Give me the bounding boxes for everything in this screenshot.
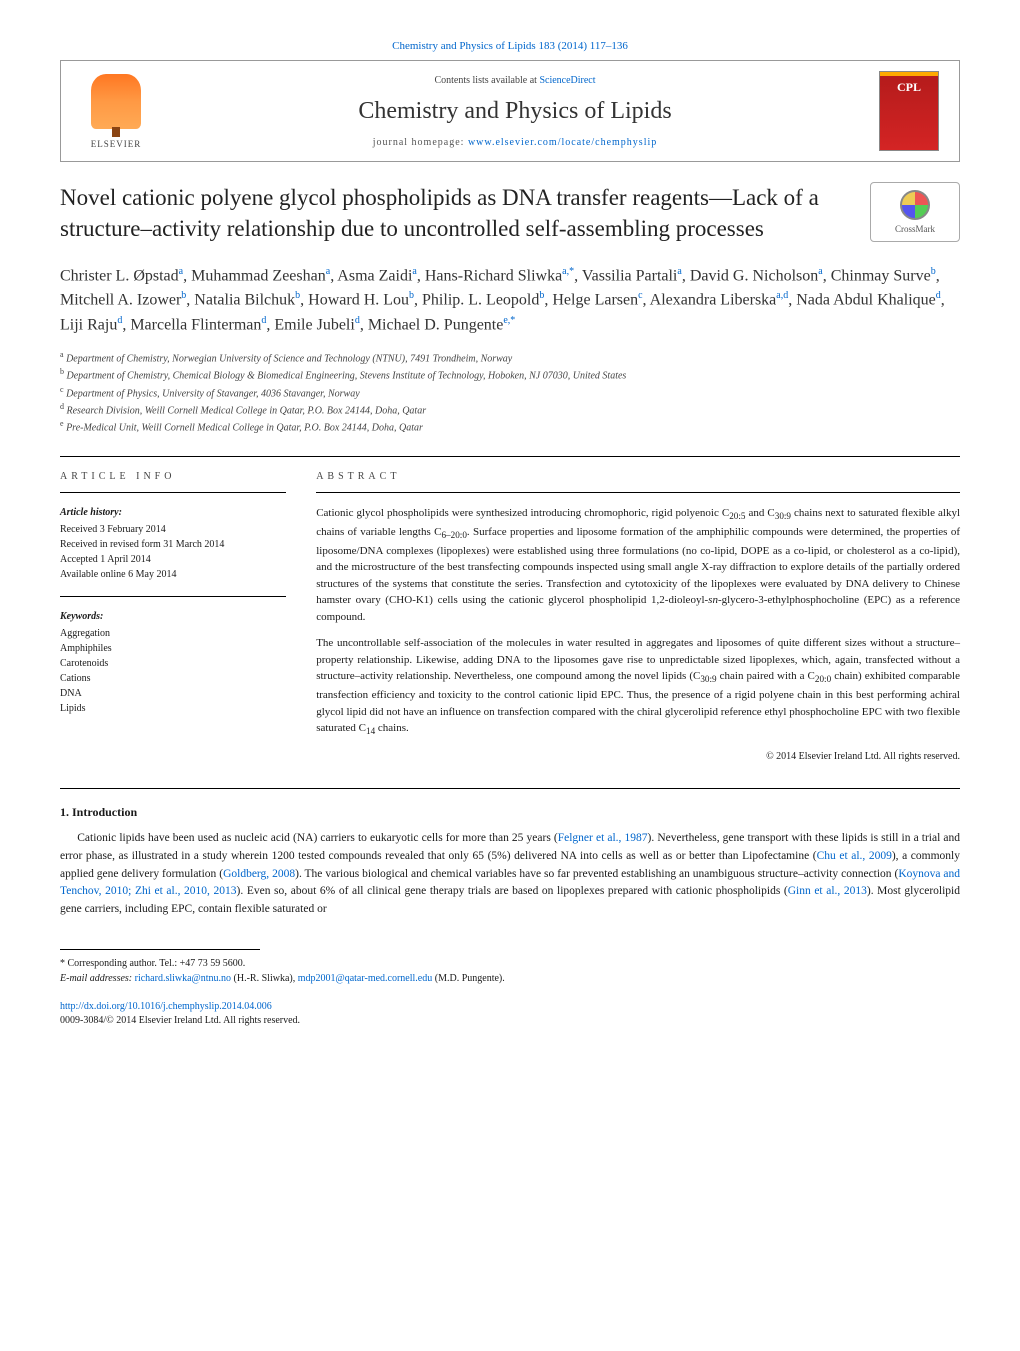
affiliations-list: a Department of Chemistry, Norwegian Uni… — [60, 349, 960, 436]
crossmark-badge[interactable]: CrossMark — [870, 182, 960, 242]
info-divider — [60, 492, 286, 493]
intro-heading: 1. Introduction — [60, 805, 960, 820]
article-title: Novel cationic polyene glycol phospholip… — [60, 182, 870, 244]
crossmark-icon — [900, 190, 930, 220]
info-divider-2 — [60, 596, 286, 597]
journal-cover-thumbnail: CPL — [879, 71, 939, 151]
footnote-rule — [60, 949, 260, 950]
keywords-block: Keywords: AggregationAmphiphilesCaroteno… — [60, 609, 286, 716]
affiliation-line: d Research Division, Weill Cornell Medic… — [60, 401, 960, 418]
title-row: Novel cationic polyene glycol phospholip… — [60, 182, 960, 244]
elsevier-tree-icon — [91, 74, 141, 129]
keyword-item: Carotenoids — [60, 656, 286, 671]
abstract-paragraph: The uncontrollable self-association of t… — [316, 635, 960, 739]
history-heading: Article history: — [60, 505, 286, 520]
journal-name: Chemistry and Physics of Lipids — [151, 98, 879, 125]
keyword-item: DNA — [60, 686, 286, 701]
journal-header-box: ELSEVIER Contents lists available at Sci… — [60, 60, 960, 162]
history-line: Received 3 February 2014 — [60, 522, 286, 537]
doi-block: http://dx.doi.org/10.1016/j.chemphyslip.… — [60, 1000, 960, 1028]
header-center: Contents lists available at ScienceDirec… — [151, 75, 879, 148]
homepage-link[interactable]: www.elsevier.com/locate/chemphyslip — [468, 137, 657, 148]
divider-bottom — [60, 788, 960, 789]
email-affix-2: (M.D. Pungente). — [432, 973, 505, 984]
intro-paragraph: Cationic lipids have been used as nuclei… — [60, 830, 960, 919]
elsevier-text: ELSEVIER — [91, 139, 142, 149]
footnote-block: * Corresponding author. Tel.: +47 73 59 … — [60, 956, 960, 986]
article-info-column: ARTICLE INFO Article history: Received 3… — [60, 469, 286, 764]
history-line: Available online 6 May 2014 — [60, 567, 286, 582]
abstract-column: ABSTRACT Cationic glycol phospholipids w… — [316, 469, 960, 764]
keywords-heading: Keywords: — [60, 609, 286, 624]
corresponding-author-note: * Corresponding author. Tel.: +47 73 59 … — [60, 956, 960, 971]
email-prefix: E-mail addresses: — [60, 973, 135, 984]
divider-top — [60, 456, 960, 457]
keyword-item: Cations — [60, 671, 286, 686]
contents-lists-line: Contents lists available at ScienceDirec… — [151, 75, 879, 86]
contents-prefix: Contents lists available at — [434, 75, 539, 86]
affiliation-line: a Department of Chemistry, Norwegian Uni… — [60, 349, 960, 366]
abstract-paragraph: Cationic glycol phospholipids were synth… — [316, 505, 960, 625]
affiliation-line: e Pre-Medical Unit, Weill Cornell Medica… — [60, 418, 960, 435]
email-link-2[interactable]: mdp2001@qatar-med.cornell.edu — [298, 973, 433, 984]
article-info-label: ARTICLE INFO — [60, 469, 286, 484]
abstract-label: ABSTRACT — [316, 469, 960, 484]
authors-list: Christer L. Øpstada, Muhammad Zeeshana, … — [60, 264, 960, 337]
homepage-line: journal homepage: www.elsevier.com/locat… — [151, 137, 879, 148]
homepage-prefix: journal homepage: — [373, 137, 468, 148]
elsevier-logo: ELSEVIER — [81, 71, 151, 151]
keyword-item: Aggregation — [60, 626, 286, 641]
email-line: E-mail addresses: richard.sliwka@ntnu.no… — [60, 971, 960, 986]
keyword-item: Lipids — [60, 701, 286, 716]
abstract-divider — [316, 492, 960, 493]
email-link-1[interactable]: richard.sliwka@ntnu.no — [135, 973, 231, 984]
journal-reference: Chemistry and Physics of Lipids 183 (201… — [60, 40, 960, 52]
email-affix-1: (H.-R. Sliwka), — [231, 973, 298, 984]
affiliation-line: c Department of Physics, University of S… — [60, 384, 960, 401]
doi-link[interactable]: http://dx.doi.org/10.1016/j.chemphyslip.… — [60, 1001, 272, 1012]
issn-copyright-line: 0009-3084/© 2014 Elsevier Ireland Ltd. A… — [60, 1015, 300, 1026]
affiliation-line: b Department of Chemistry, Chemical Biol… — [60, 366, 960, 383]
keyword-item: Amphiphiles — [60, 641, 286, 656]
history-line: Accepted 1 April 2014 — [60, 552, 286, 567]
crossmark-label: CrossMark — [895, 224, 935, 234]
abstract-copyright: © 2014 Elsevier Ireland Ltd. All rights … — [316, 749, 960, 764]
history-line: Received in revised form 31 March 2014 — [60, 537, 286, 552]
sciencedirect-link[interactable]: ScienceDirect — [539, 75, 595, 86]
info-abstract-row: ARTICLE INFO Article history: Received 3… — [60, 469, 960, 764]
abstract-text: Cationic glycol phospholipids were synth… — [316, 505, 960, 739]
article-history-block: Article history: Received 3 February 201… — [60, 505, 286, 582]
